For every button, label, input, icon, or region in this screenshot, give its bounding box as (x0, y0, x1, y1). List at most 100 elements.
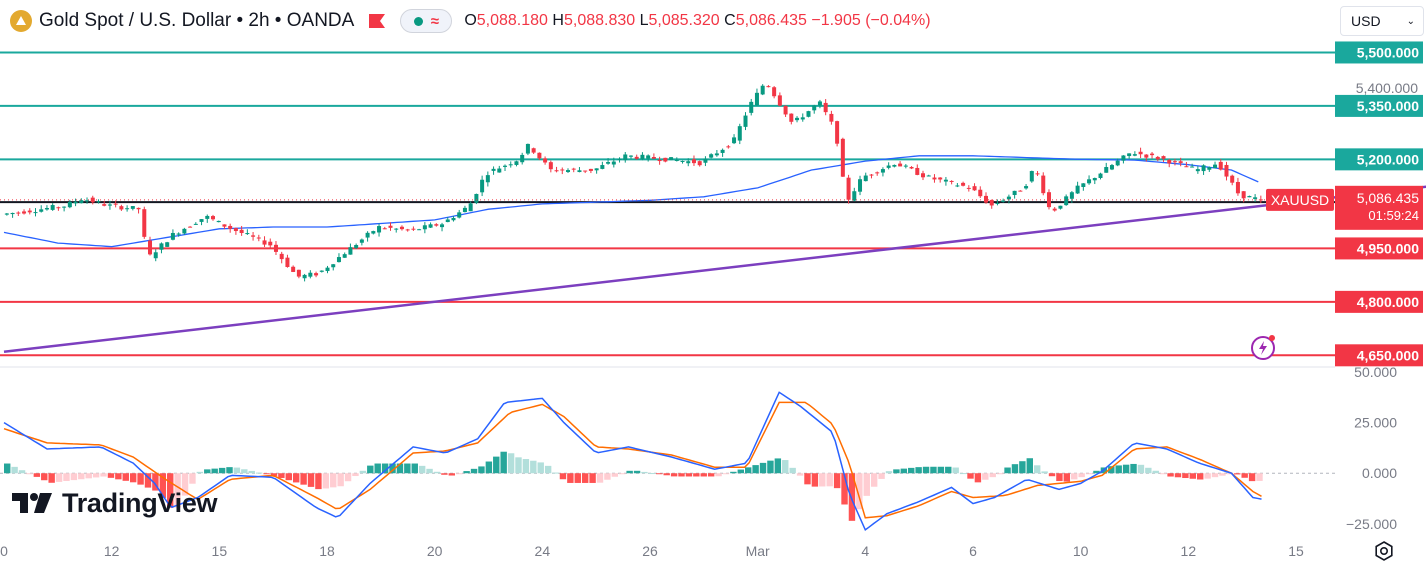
histogram-bar (152, 473, 159, 491)
histogram-bar (915, 467, 922, 474)
histogram-bar (448, 473, 456, 476)
candle-body (898, 163, 903, 167)
candle-body (777, 95, 782, 106)
tradingview-logo[interactable]: TradingView (12, 486, 218, 520)
histogram-bar (500, 451, 507, 474)
histogram-bar (826, 473, 833, 487)
candle-body (1167, 160, 1172, 164)
histogram-bar (1085, 473, 1093, 475)
candle-body (1138, 151, 1143, 155)
gear-icon[interactable] (1373, 540, 1395, 562)
candle-body (142, 209, 147, 237)
candle-body (697, 161, 702, 166)
level-axis-label-text: 5,200.000 (1357, 151, 1419, 167)
histogram-bar (211, 468, 218, 474)
oscillator-tick-label: 25.000 (1354, 415, 1397, 431)
candle-body (491, 168, 496, 171)
candle-body (422, 225, 427, 230)
candle-body (1087, 179, 1092, 184)
macd-line (3, 391, 1262, 532)
candle-body (39, 209, 44, 212)
histogram-bar (41, 473, 48, 481)
candle-body (1218, 161, 1223, 170)
candle-body (1247, 196, 1252, 198)
histogram-bar (670, 473, 678, 477)
candle-body (1121, 155, 1126, 161)
histogram-bar (1026, 458, 1033, 474)
histogram-bar (48, 473, 55, 483)
histogram-bar (55, 473, 63, 482)
candle-body (342, 254, 347, 258)
chart-header: Gold Spot / U.S. Dollar • 2h • OANDA ≈ O… (10, 7, 931, 35)
histogram-bar (100, 473, 107, 477)
histogram-bar (626, 470, 633, 474)
red-flag-icon[interactable] (368, 13, 386, 29)
candle-body (228, 225, 233, 229)
high-label: H (552, 12, 564, 29)
candle-body (170, 232, 175, 240)
histogram-bar (485, 461, 493, 474)
level-axis-label-text: 4,950.000 (1357, 240, 1419, 256)
symbol-title[interactable]: Gold Spot / U.S. Dollar • 2h • OANDA (39, 10, 355, 31)
histogram-bar (581, 473, 589, 483)
candle-body (268, 241, 273, 246)
histogram-bar (537, 462, 544, 474)
histogram-bar (107, 473, 115, 478)
time-tick-label: 0 (0, 543, 8, 559)
histogram-bar (1226, 473, 1234, 475)
histogram-bar (989, 473, 996, 478)
histogram-bar (174, 473, 181, 508)
currency-selector[interactable]: USD ⌄ (1340, 6, 1424, 36)
candle-body (1150, 153, 1155, 156)
histogram-bar (411, 463, 418, 474)
histogram-bar (374, 463, 381, 474)
candle-body (1127, 153, 1132, 157)
histogram-bar (619, 473, 626, 475)
histogram-bar (241, 469, 248, 474)
level-axis-label-text: 4,800.000 (1357, 294, 1419, 310)
histogram-bar (611, 473, 619, 477)
market-status-pill[interactable]: ≈ (400, 9, 453, 33)
bar-countdown: 01:59:24 (1368, 208, 1419, 223)
time-tick-label: 26 (642, 543, 658, 559)
candle-body (451, 217, 456, 221)
candle-body (1006, 196, 1011, 200)
candle-body (468, 203, 473, 212)
candle-body (497, 168, 502, 173)
candle-body (961, 182, 966, 186)
histogram-bar (752, 465, 759, 474)
candle-body (153, 252, 158, 259)
candle-body (846, 177, 851, 200)
candle-body (210, 216, 215, 220)
histogram-bar (604, 473, 611, 480)
histogram-bar (1182, 473, 1189, 479)
green-dot-icon (413, 16, 423, 26)
candle-body (336, 257, 341, 263)
candle-body (62, 206, 67, 208)
time-tick-label: 18 (319, 543, 335, 559)
candle-body (1178, 161, 1183, 163)
candle-body (669, 157, 674, 161)
histogram-bar (1219, 473, 1226, 476)
histogram-bar (263, 473, 270, 475)
histogram-bar (418, 465, 426, 474)
histogram-bar (559, 473, 567, 480)
histogram-bar (63, 473, 70, 482)
time-tick-label: 6 (969, 543, 977, 559)
candle-body (548, 162, 553, 170)
candle-body (869, 174, 874, 176)
histogram-bar (900, 468, 908, 474)
candle-body (634, 156, 639, 159)
candle-body (245, 233, 250, 235)
candle-body (674, 159, 679, 161)
histogram-bar (367, 465, 374, 474)
candle-body (817, 101, 822, 106)
lightning-alert-icon[interactable] (1249, 333, 1279, 363)
candle-body (428, 224, 433, 228)
histogram-bar (678, 473, 685, 477)
histogram-bar (530, 460, 537, 474)
candle-body (835, 121, 840, 144)
histogram-bar (115, 473, 122, 480)
candle-body (10, 212, 15, 215)
